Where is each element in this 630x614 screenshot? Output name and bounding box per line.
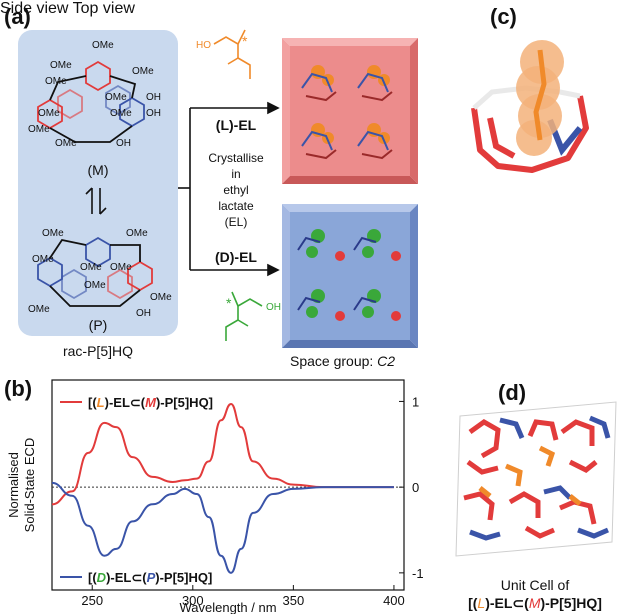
- ome-label: OMe: [132, 66, 154, 77]
- y-tick-label: -1: [412, 566, 424, 581]
- panel-d-figure: Unit Cell of [(L)-EL⊂(M)-P[5]HQ]: [455, 401, 617, 611]
- ome-label: OMe: [110, 108, 132, 119]
- crystallise-line: lactate: [218, 199, 254, 213]
- ecd-chart: 250 300 350 400 1 0 -1 [(L)-EL⊂(M)-P[5]HQ] [(…: [6, 379, 424, 614]
- panel-label-b: (b): [4, 376, 33, 401]
- legend-entry-d: [(D)-EL⊂(P)-P[5]HQ]: [88, 570, 212, 585]
- x-tick-group: 250 300 350 400: [81, 585, 405, 608]
- oh-label: OH: [136, 308, 151, 319]
- x-tick-label: 350: [283, 593, 305, 608]
- ome-label: OMe: [126, 228, 148, 239]
- unit-cell-caption-line2: [(L)-EL⊂(M)-P[5]HQ]: [468, 595, 602, 611]
- chiral-star: *: [226, 295, 232, 311]
- equilibrium-arrows: [85, 187, 107, 215]
- x-tick-label: 250: [81, 593, 103, 608]
- series-group: [51, 402, 394, 574]
- ome-label: OMe: [38, 108, 60, 119]
- m-label: (M): [88, 162, 109, 178]
- crystal-l-molecules: [301, 65, 393, 160]
- l-ethyl-lactate-structure: [213, 29, 251, 79]
- panel-label-c: (c): [490, 4, 517, 29]
- ome-label: OMe: [42, 228, 64, 239]
- plot-frame: [51, 379, 405, 591]
- le-label: (L)-EL: [216, 117, 257, 133]
- crystal-d-molecules: [297, 229, 401, 321]
- ome-label: OMe: [45, 76, 67, 87]
- legend-entry-l: [(L)-EL⊂(M)-P[5]HQ]: [88, 395, 213, 410]
- crystallise-line: Crystallise: [208, 151, 264, 165]
- compound-label: rac-P[5]HQ: [63, 343, 133, 359]
- panel-label-d: (d): [498, 380, 527, 405]
- oh-label: OH: [266, 302, 281, 313]
- crystal-l-el: [282, 38, 418, 184]
- unit-cell-model: [455, 401, 617, 557]
- series-line-d-el-p: [51, 481, 394, 574]
- side-view-label: Side view: [0, 0, 69, 17]
- ome-label: OMe: [92, 40, 114, 51]
- ome-label: OMe: [80, 262, 102, 273]
- x-axis-label: Wavelength / nm: [179, 600, 276, 614]
- oh-label: OH: [146, 108, 161, 119]
- crystallise-line: in: [231, 167, 240, 181]
- unit-cell-caption-line1: Unit Cell of: [501, 577, 570, 593]
- x-tick-label: 300: [182, 593, 204, 608]
- y-tick-label: 0: [412, 480, 419, 495]
- ome-label: OMe: [32, 254, 54, 265]
- y-axis-label-line1: Normalised: [6, 452, 21, 518]
- ho-label: HO: [196, 40, 211, 51]
- top-view-label: Top view: [72, 0, 135, 17]
- chiral-star: *: [242, 33, 248, 49]
- panel-label-a: (a): [4, 4, 31, 29]
- ome-label: OMe: [55, 138, 77, 149]
- ome-label: OMe: [28, 124, 50, 135]
- d-ethyl-lactate-structure: [225, 291, 263, 341]
- ome-label: OMe: [110, 262, 132, 273]
- ome-label: OMe: [28, 304, 50, 315]
- oh-label: OH: [146, 92, 161, 103]
- crystallise-line: ethyl: [223, 183, 248, 197]
- y-tick-group: 1 0 -1: [399, 394, 424, 581]
- y-axis-label-line2: Solid-State ECD: [22, 438, 37, 533]
- m-enantiomer-structure: [37, 60, 145, 143]
- series-line-l-el-m: [51, 402, 394, 506]
- x-tick-label: 400: [383, 593, 405, 608]
- space-group-label: Space group: C2: [290, 353, 395, 369]
- space-group-value: C2: [377, 353, 395, 369]
- side-view-model: [471, 40, 589, 173]
- ome-label: OMe: [84, 280, 106, 291]
- space-group-text: Space group:: [290, 353, 377, 369]
- panel-c-figure: [471, 40, 589, 173]
- reaction-arrows: [178, 101, 280, 277]
- ome-label: OMe: [150, 292, 172, 303]
- ome-label: OMe: [105, 92, 127, 103]
- crystallise-line: (EL): [225, 215, 248, 229]
- de-label: (D)-EL: [215, 249, 257, 265]
- crystal-d-el: [282, 204, 418, 348]
- p-label: (P): [89, 317, 108, 333]
- panel-a-figure: OMe OMe OMe OMe OMe OH OMe OMe OH OMe OM…: [18, 29, 418, 369]
- oh-label: OH: [116, 138, 131, 149]
- p-enantiomer-structure: [37, 236, 153, 307]
- y-tick-label: 1: [412, 394, 419, 409]
- ome-label: OMe: [50, 60, 72, 71]
